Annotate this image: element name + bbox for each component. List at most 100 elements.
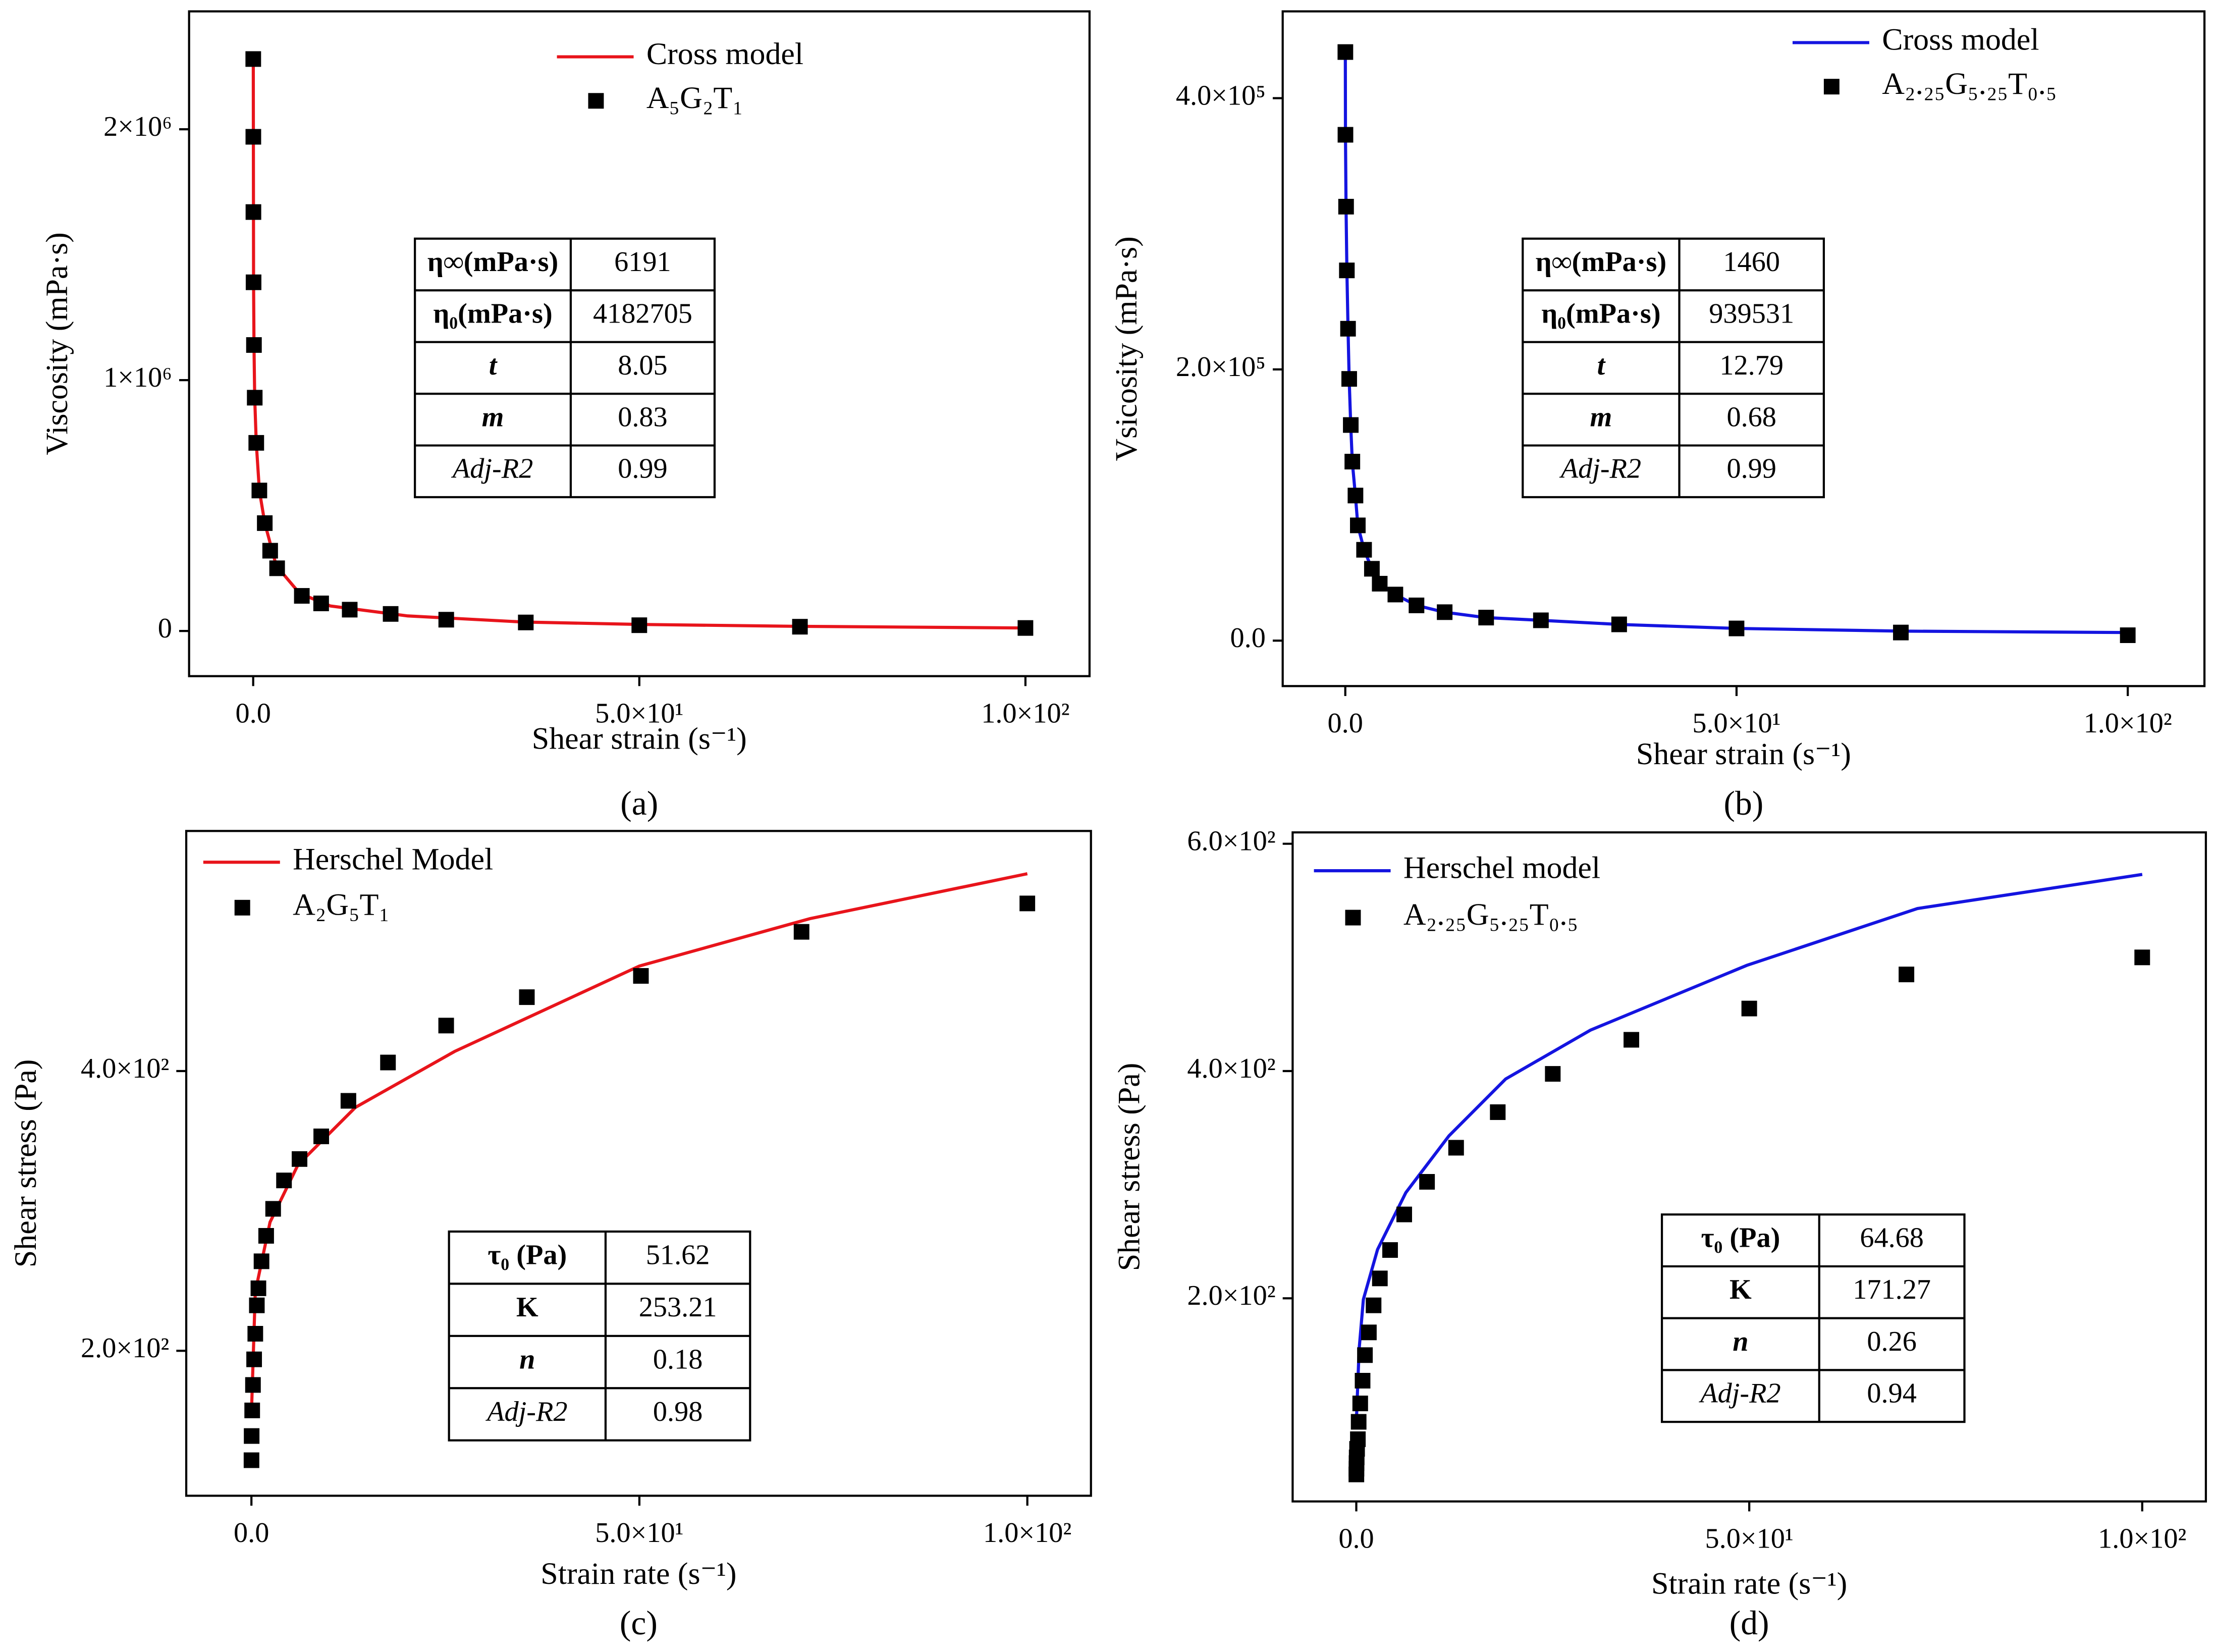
data-point xyxy=(519,989,535,1005)
data-point xyxy=(1366,1297,1382,1313)
data-point xyxy=(1337,127,1354,143)
table-cell: m xyxy=(482,401,504,433)
x-tick-label: 5.0×10¹ xyxy=(1692,708,1780,739)
data-point xyxy=(1356,542,1372,558)
table-cell: η∞(mPa·s) xyxy=(1536,246,1667,278)
data-point xyxy=(1533,612,1549,628)
x-tick-label: 0.0 xyxy=(1338,1523,1374,1554)
data-point xyxy=(1419,1174,1435,1190)
data-point xyxy=(1893,624,1909,641)
x-axis-label: Strain rate (s⁻¹) xyxy=(541,1557,736,1591)
data-point xyxy=(1364,561,1380,577)
data-point xyxy=(383,606,399,622)
panel: 0.0 5.0×10¹ 1.0×10² 0.0 2.0×10⁵ 4.0×10⁵ Shear … xyxy=(1109,10,2206,822)
table-cell: Adj-R2 xyxy=(485,1396,567,1427)
panel: 0.0 5.0×10¹ 1.0×10² 2.0×10² 4.0×10² 6.0×10² St… xyxy=(1112,826,2207,1642)
y-tick-label: 0 xyxy=(158,613,172,644)
data-point xyxy=(269,560,285,576)
x-axis-label: Shear strain (s⁻¹) xyxy=(1636,737,1851,771)
data-point xyxy=(1741,1000,1757,1017)
data-point xyxy=(438,612,454,628)
y-tick-label: 1×10⁶ xyxy=(103,362,172,393)
y-tick-label: 4.0×10² xyxy=(81,1053,169,1084)
data-point xyxy=(250,1280,266,1296)
data-point xyxy=(257,515,273,531)
data-point xyxy=(380,1054,396,1071)
caption: (c) xyxy=(620,1604,658,1642)
data-point xyxy=(633,968,649,984)
y-axis-label: Vsicosity (mPa·s) xyxy=(1109,236,1144,461)
data-point xyxy=(1409,597,1425,613)
data-point xyxy=(1396,1206,1412,1222)
legend-label: A₂G₅T₁ xyxy=(293,888,390,922)
data-point xyxy=(340,1093,356,1109)
data-point xyxy=(1624,1032,1640,1048)
table-cell: 939531 xyxy=(1709,298,1794,329)
data-point xyxy=(1437,604,1453,620)
data-point xyxy=(1337,44,1354,60)
panel: 0.0 5.0×10¹ 1.0×10² 0 1×10⁶ 2×10⁶ Shear strain… xyxy=(40,10,1091,822)
x-tick-label: 5.0×10¹ xyxy=(595,1517,683,1549)
caption: (d) xyxy=(1729,1604,1769,1642)
data-point xyxy=(245,204,261,220)
x-tick-label: 5.0×10¹ xyxy=(595,698,683,729)
x-tick-label: 0.0 xyxy=(236,698,271,729)
legend-label: A₂.₂₅G₅.₂₅T₀.₅ xyxy=(1403,897,1578,932)
data-point xyxy=(1352,1396,1368,1411)
data-point xyxy=(1343,417,1359,433)
y-tick-label: 2.0×10² xyxy=(81,1333,169,1364)
data-point xyxy=(1355,1372,1371,1389)
data-point xyxy=(1490,1104,1506,1120)
y-axis-label: Shear stress (Pa) xyxy=(1112,1063,1147,1271)
table-cell: τ₀ (Pa) xyxy=(488,1240,567,1271)
x-tick-label: 1.0×10² xyxy=(2098,1523,2186,1554)
data-point xyxy=(1017,620,1034,636)
table-frame xyxy=(1522,237,1825,499)
table-cell: η₀(mPa·s) xyxy=(1541,298,1660,329)
data-point xyxy=(258,1228,274,1244)
legend-label: Cross model xyxy=(646,37,803,71)
data-point xyxy=(1347,488,1364,504)
data-point xyxy=(1338,198,1354,215)
legend-label: A₅G₂T₁ xyxy=(646,81,743,115)
data-point xyxy=(313,595,329,611)
data-point xyxy=(245,1377,261,1393)
data-point xyxy=(1611,616,1627,632)
legend-marker xyxy=(1345,910,1361,926)
table-cell: K xyxy=(516,1292,538,1323)
legend-label: Cross model xyxy=(1882,23,2039,57)
data-point xyxy=(248,435,264,451)
caption: (a) xyxy=(620,784,658,822)
x-tick-label: 0.0 xyxy=(234,1517,269,1549)
y-tick-label: 4.0×10² xyxy=(1187,1053,1275,1084)
table-cell: Adj-R2 xyxy=(1698,1378,1780,1409)
y-axis-label: Viscosity (mPa·s) xyxy=(40,232,74,455)
data-point xyxy=(243,1452,259,1468)
table-cell: m xyxy=(1590,401,1612,433)
data-point xyxy=(1350,517,1366,534)
model-curve xyxy=(1355,873,2143,1421)
table-cell: 8.05 xyxy=(618,350,667,381)
data-point xyxy=(1357,1347,1373,1363)
table-cell: 0.94 xyxy=(1867,1378,1916,1409)
table-cell: n xyxy=(519,1344,535,1375)
table-cell: η∞(mPa·s) xyxy=(427,246,559,278)
data-point xyxy=(631,617,647,633)
table-cell: 1460 xyxy=(1723,246,1780,278)
y-tick-label: 0.0 xyxy=(1230,622,1266,654)
data-point xyxy=(262,543,278,559)
data-point xyxy=(245,129,261,145)
data-point xyxy=(1387,587,1403,603)
data-point xyxy=(292,1151,307,1167)
x-tick-label: 5.0×10¹ xyxy=(1705,1523,1794,1554)
table-frame xyxy=(414,237,716,499)
table-cell: 253.21 xyxy=(639,1292,717,1323)
data-point xyxy=(518,614,534,630)
data-point xyxy=(245,51,261,67)
data-point xyxy=(2120,627,2136,644)
data-point xyxy=(1350,1431,1366,1447)
data-point xyxy=(2134,949,2150,966)
x-tick-label: 1.0×10² xyxy=(983,1517,1071,1549)
data-point xyxy=(1899,967,1915,983)
data-point xyxy=(1350,1414,1367,1430)
